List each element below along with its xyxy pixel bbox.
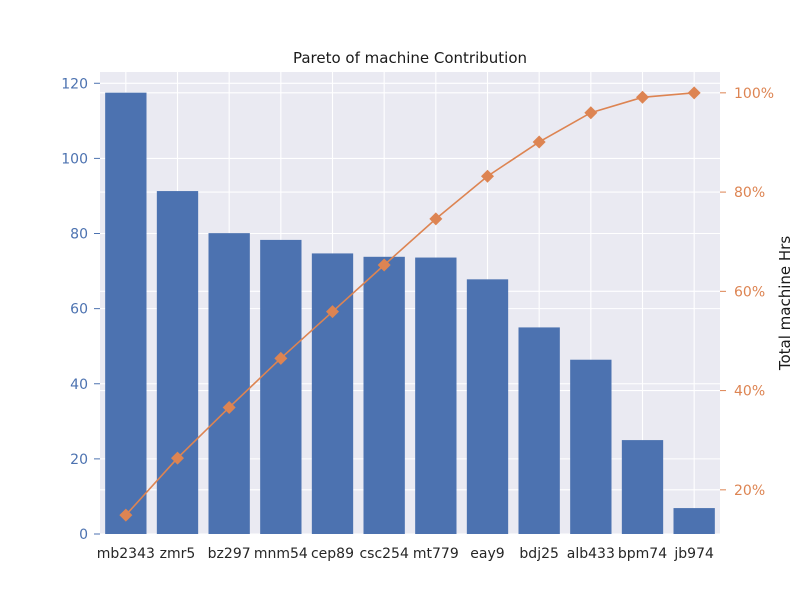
bar-bdj25 <box>518 327 560 534</box>
right-tick-label: 100% <box>734 86 774 102</box>
cumulative-point-mnm54 <box>274 351 288 365</box>
bar-mt779 <box>415 257 457 534</box>
category-label: zmr5 <box>160 546 196 562</box>
category-label: bdj25 <box>519 546 558 562</box>
cumulative-line <box>119 86 701 522</box>
left-tick-label: 100 <box>61 151 88 167</box>
cumulative-point-mb2343 <box>119 508 133 522</box>
right-tick-label: 20% <box>734 483 765 499</box>
bar-bz297 <box>208 233 250 534</box>
cumulative-point-eay9 <box>481 169 494 183</box>
category-label: csc254 <box>359 546 409 562</box>
left-tick-label: 60 <box>70 302 88 318</box>
left-tick-label: 0 <box>79 527 88 543</box>
right-axis-label: Total machine Hrs <box>776 236 794 371</box>
bar-alb433 <box>570 359 612 534</box>
category-label: alb433 <box>567 546 615 562</box>
category-label: eay9 <box>470 546 504 562</box>
category-label: bz297 <box>208 546 251 562</box>
cumulative-point-bdj25 <box>532 135 546 149</box>
bar-mb2343 <box>105 92 147 534</box>
left-tick-label: 80 <box>70 227 88 243</box>
category-label: cep89 <box>311 546 354 562</box>
bar-eay9 <box>466 279 509 534</box>
right-tick-label: 60% <box>734 284 765 300</box>
cumulative-point-csc254 <box>377 258 391 272</box>
plot-background <box>100 72 720 534</box>
bars <box>105 92 715 535</box>
left-tick-label: 40 <box>70 377 88 393</box>
bar-zmr5 <box>156 191 199 534</box>
bar-jb974 <box>673 508 715 534</box>
left-axis-ticks: 0 20 40 60 80 100 120 <box>61 76 100 543</box>
category-label: mt779 <box>413 546 459 562</box>
right-tick-label: 80% <box>734 185 765 201</box>
category-label: mb2343 <box>97 546 155 562</box>
left-tick-label: 20 <box>70 452 88 468</box>
cumulative-polyline <box>125 92 695 516</box>
cumulative-point-zmr5 <box>171 451 184 465</box>
cumulative-point-bpm74 <box>636 90 649 104</box>
cumulative-point-mt779 <box>429 212 443 226</box>
cumulative-point-cep89 <box>326 305 339 319</box>
cumulative-point-bz297 <box>222 400 236 414</box>
bar-cep89 <box>311 253 354 535</box>
right-tick-label: 40% <box>734 384 765 400</box>
cumulative-point-jb974 <box>687 86 701 100</box>
bar-bpm74 <box>621 440 664 534</box>
category-labels: mb2343 zmr5 bz297 mnm54 cep89 csc254 mt779 eay9… <box>97 546 714 562</box>
left-tick-label: 120 <box>61 76 88 92</box>
category-label: bpm74 <box>618 546 667 562</box>
chart-title: Pareto of machine Contribution <box>293 49 527 67</box>
cumulative-point-alb433 <box>584 106 598 120</box>
bar-csc254 <box>363 256 405 534</box>
category-label: jb974 <box>673 546 714 562</box>
right-axis-ticks: 20% 40% 60% 80% 100% <box>720 86 774 499</box>
bar-mnm54 <box>260 239 302 534</box>
category-label: mnm54 <box>254 546 308 562</box>
